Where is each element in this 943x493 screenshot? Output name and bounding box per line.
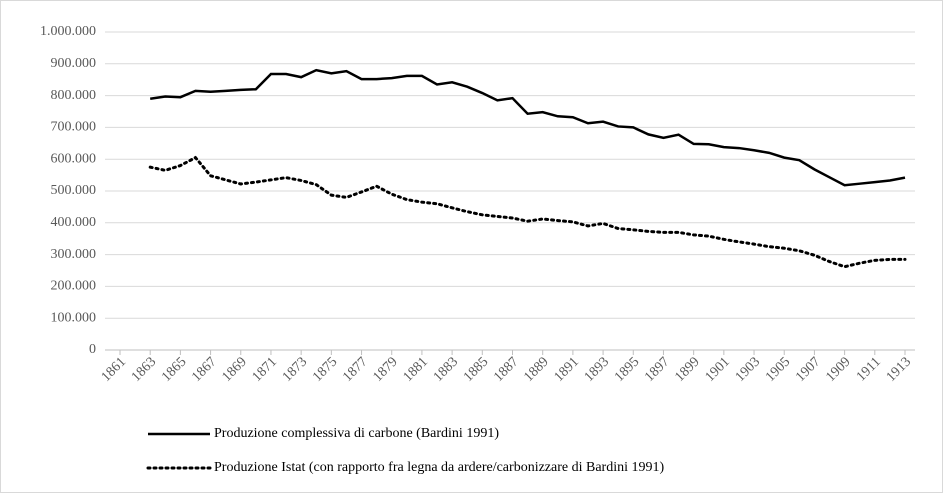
series-line [148,155,907,269]
y-tick-label: 800.000 [51,88,97,103]
y-tick-label: 200.000 [51,279,97,294]
y-tick-label: 100.000 [51,310,97,325]
y-tick-label: 700.000 [51,120,97,135]
y-tick-label: 0 [89,342,96,357]
y-tick-label: 400.000 [51,215,97,230]
y-tick-label: 900.000 [51,56,97,71]
y-tick-label: 500.000 [51,183,97,198]
y-tick-label: 1.000.000 [40,24,96,39]
series-line [150,68,906,187]
y-tick-label: 600.000 [51,151,97,166]
legend-label: Produzione Istat (con rapporto fra legna… [214,460,664,475]
y-tick-label: 300.000 [51,247,97,262]
legend-label: Produzione complessiva di carbone (Bardi… [214,426,499,441]
